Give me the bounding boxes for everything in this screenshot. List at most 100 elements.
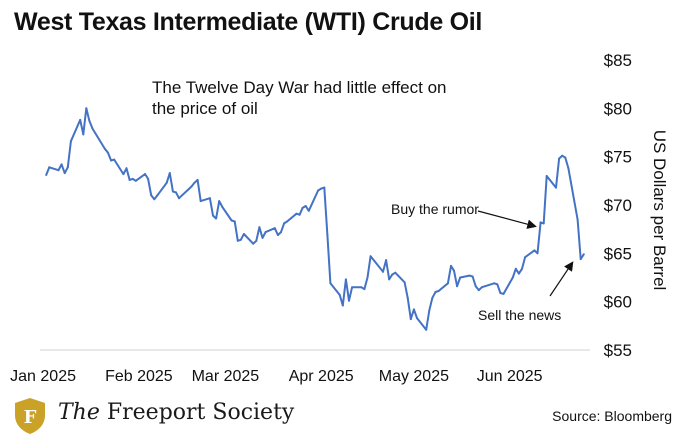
price-point [168,172,171,175]
price-point [341,304,344,307]
price-point [153,198,156,201]
price-point [480,286,483,289]
price-point [561,154,564,157]
y-tick-label: $55 [604,341,632,360]
price-point [446,282,449,285]
price-point [128,178,131,181]
price-point [542,222,545,225]
brand-title: Freeport Society [106,400,295,425]
price-point [329,282,332,285]
price-point [252,242,255,245]
source-note: Source: Bloomberg [552,408,672,424]
price-point [82,133,85,136]
price-point [338,293,341,296]
price-point [524,256,527,259]
price-point [242,233,245,235]
price-point [298,213,301,216]
price-point [382,270,384,273]
price-point [113,158,116,161]
price-point [212,214,214,217]
price-point [406,296,409,299]
x-tick-label: Mar 2025 [192,368,260,385]
price-point [474,285,477,288]
price-point [459,276,462,279]
price-point [437,290,440,292]
price-point [521,267,523,270]
price-point [193,181,196,184]
price-point [453,269,455,272]
price-point [363,288,366,291]
price-point [196,178,199,181]
x-tick-label: Feb 2025 [105,368,173,385]
price-point [236,239,239,242]
price-point [218,200,221,203]
price-point [69,140,72,143]
price-point [261,236,264,239]
price-point [450,264,452,267]
price-point [412,308,415,311]
price-point [344,278,347,281]
y-tick-label: $85 [604,51,632,70]
price-point [131,177,134,180]
price-point [280,231,282,234]
price-point [558,157,561,160]
price-point [134,179,137,182]
price-point [283,222,286,225]
x-tick-label: Jan 2025 [10,368,76,385]
y-tick-label: $75 [604,148,632,167]
price-point [171,190,174,193]
price-point [511,276,514,279]
price-point [564,156,567,159]
price-point [230,219,233,222]
x-tick-label: Apr 2025 [289,368,354,385]
price-point [144,173,147,176]
price-point [255,239,258,242]
price-point [539,221,542,224]
price-point [533,249,536,252]
price-point [110,159,113,162]
price-point [567,167,570,170]
svg-text:F: F [24,407,37,428]
price-point [360,286,363,289]
price-point [66,166,69,169]
price-point [351,286,354,289]
price-point [416,317,418,320]
price-point [150,194,153,197]
price-point [391,273,394,276]
x-tick-label: May 2025 [379,368,449,385]
annotation-arrow [549,261,574,297]
price-point [326,234,329,236]
price-point [434,291,437,293]
price-point [60,163,63,166]
price-point [295,212,298,215]
price-point [63,172,66,175]
price-point [514,267,517,270]
price-point [388,278,391,281]
y-tick-label: $80 [604,99,632,118]
y-axis-label: US Dollars per Barrel [650,129,669,291]
price-point [165,181,168,184]
price-point [317,189,320,192]
price-point [579,258,582,261]
price-point [147,177,150,180]
price-point [468,274,471,277]
price-point [307,209,310,212]
price-series-line [45,107,585,331]
chart-title: West Texas Intermediate (WTI) Crude Oil [14,8,483,36]
price-point [536,252,539,255]
annotation-label: Sell the news [478,307,561,323]
price-point [221,205,224,208]
price-point [385,259,388,262]
price-point [348,299,350,302]
y-tick-labels: $55 $60 $65 $70 $75 $80 $85 [604,51,632,360]
price-point [477,289,480,292]
price-point [276,234,279,236]
annotation-main: The Twelve Day War had little effect on … [152,78,447,118]
price-point [175,191,177,194]
price-point [286,220,289,223]
price-point [125,167,128,170]
price-point [190,185,193,188]
price-point [431,296,434,299]
x-tick-labels: Jan 2025 Feb 2025 Mar 2025 Apr 2025 May 2025… [10,368,543,385]
price-point [103,147,106,150]
